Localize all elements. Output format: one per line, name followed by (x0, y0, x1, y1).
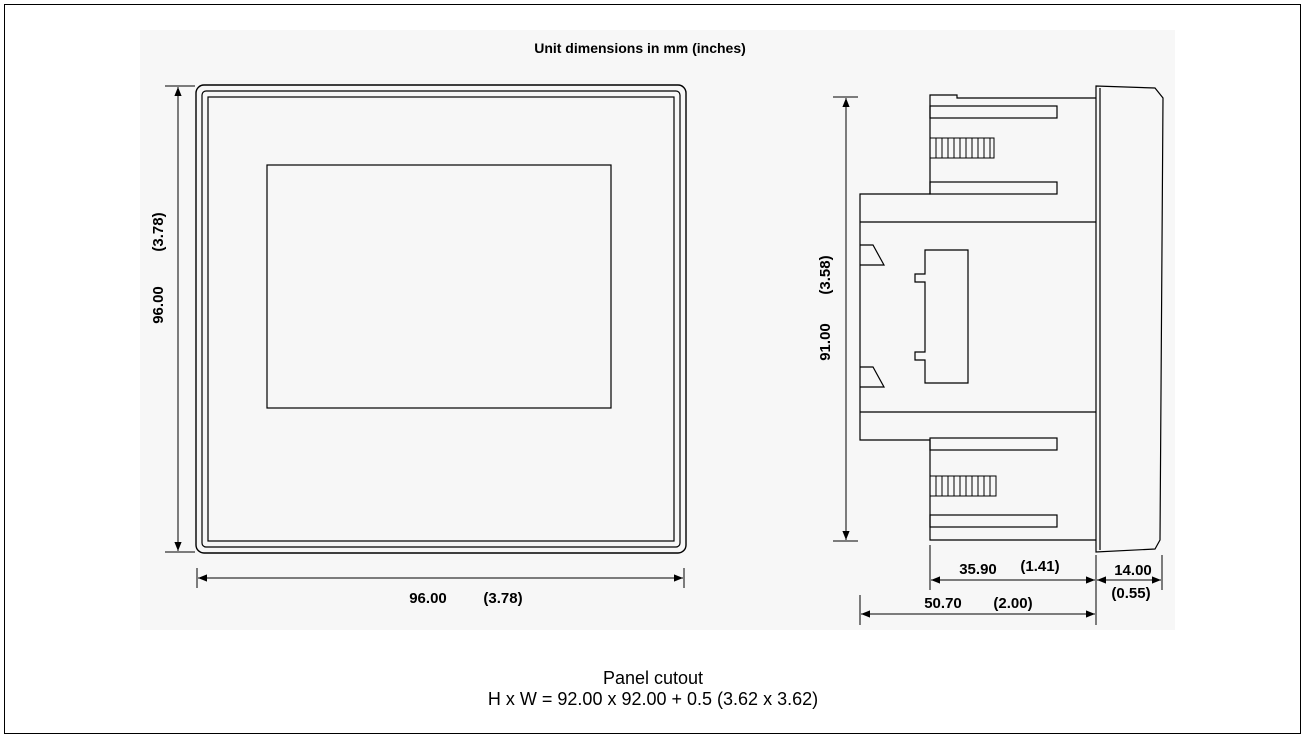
bezel-in: (0.55) (1111, 585, 1150, 602)
rear-depth-mm: 35.90 (959, 561, 997, 578)
figure-frame (4, 4, 1301, 734)
lower-rail-1 (929, 437, 1058, 451)
drawing-title: Unit dimensions in mm (inches) (534, 40, 746, 56)
side-height-mm: 91.00 (817, 323, 834, 361)
drawing-background (140, 30, 1175, 630)
upper-terminal (929, 137, 995, 159)
total-depth-dimension (859, 595, 1095, 625)
side-height-in: (3.58) (817, 255, 834, 294)
total-depth-mm: 50.70 (924, 595, 962, 612)
front-bezel-outer (195, 84, 687, 554)
total-depth-in: (2.00) (993, 595, 1032, 612)
panel-cutout-note: Panel cutout H x W = 92.00 x 92.00 + 0.5… (0, 668, 1306, 710)
front-width-in: (3.78) (483, 590, 522, 607)
front-height-in: (3.78) (150, 212, 167, 251)
upper-rail-2 (929, 181, 1058, 195)
rear-depth-dimension (929, 545, 1097, 625)
panel-cutout-formula: H x W = 92.00 x 92.00 + 0.5 (3.62 x 3.62… (487, 689, 819, 709)
display-window (266, 164, 612, 409)
bezel-dimension (1097, 555, 1163, 590)
front-bezel-mid (201, 90, 681, 548)
lower-latch (860, 366, 886, 388)
front-height-mm: 96.00 (150, 286, 167, 324)
panel-cutout-label: Panel cutout (602, 668, 704, 688)
side-view (859, 85, 1164, 553)
front-height-dimension (165, 85, 195, 553)
side-connector (914, 249, 969, 384)
upper-rail-1 (929, 105, 1058, 119)
lower-terminal (929, 475, 997, 497)
front-view (195, 84, 687, 554)
side-height-dimension (833, 96, 858, 542)
side-bezel (1095, 85, 1164, 553)
front-bezel-inner (207, 96, 675, 542)
front-width-mm: 96.00 (409, 590, 447, 607)
upper-latch (860, 244, 886, 266)
lower-rail-2 (929, 514, 1058, 528)
rear-depth-in: (1.41) (1020, 558, 1059, 575)
front-width-dimension (196, 568, 685, 588)
bezel-mm: 14.00 (1114, 562, 1152, 579)
